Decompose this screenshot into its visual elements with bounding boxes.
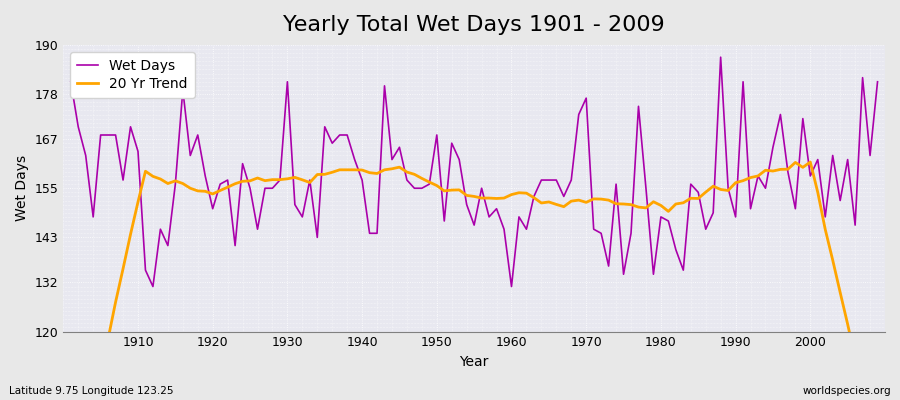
Wet Days [716,55,726,60]
Y-axis label: Wet Days: Wet Days [15,155,29,221]
Wet Days [514,214,525,219]
20 Yr Trend [506,192,517,197]
Wet Days [297,214,308,219]
X-axis label: Year: Year [460,355,489,369]
Text: worldspecies.org: worldspecies.org [803,386,891,396]
20 Yr Trend [805,160,815,164]
Text: Latitude 9.75 Longitude 123.25: Latitude 9.75 Longitude 123.25 [9,386,174,396]
20 Yr Trend [125,232,136,237]
20 Yr Trend [334,168,345,172]
20 Yr Trend [596,197,607,202]
Wet Days [148,284,158,289]
Legend: Wet Days, 20 Yr Trend: Wet Days, 20 Yr Trend [70,52,194,98]
Title: Yearly Total Wet Days 1901 - 2009: Yearly Total Wet Days 1901 - 2009 [284,15,665,35]
20 Yr Trend [499,196,509,200]
Line: Wet Days: Wet Days [71,57,878,286]
Wet Days [872,79,883,84]
20 Yr Trend [290,175,301,180]
Wet Days [603,264,614,268]
Wet Days [342,132,353,137]
Wet Days [125,124,136,129]
Wet Days [66,79,77,84]
Line: 20 Yr Trend: 20 Yr Trend [71,162,878,400]
Wet Days [506,284,517,289]
